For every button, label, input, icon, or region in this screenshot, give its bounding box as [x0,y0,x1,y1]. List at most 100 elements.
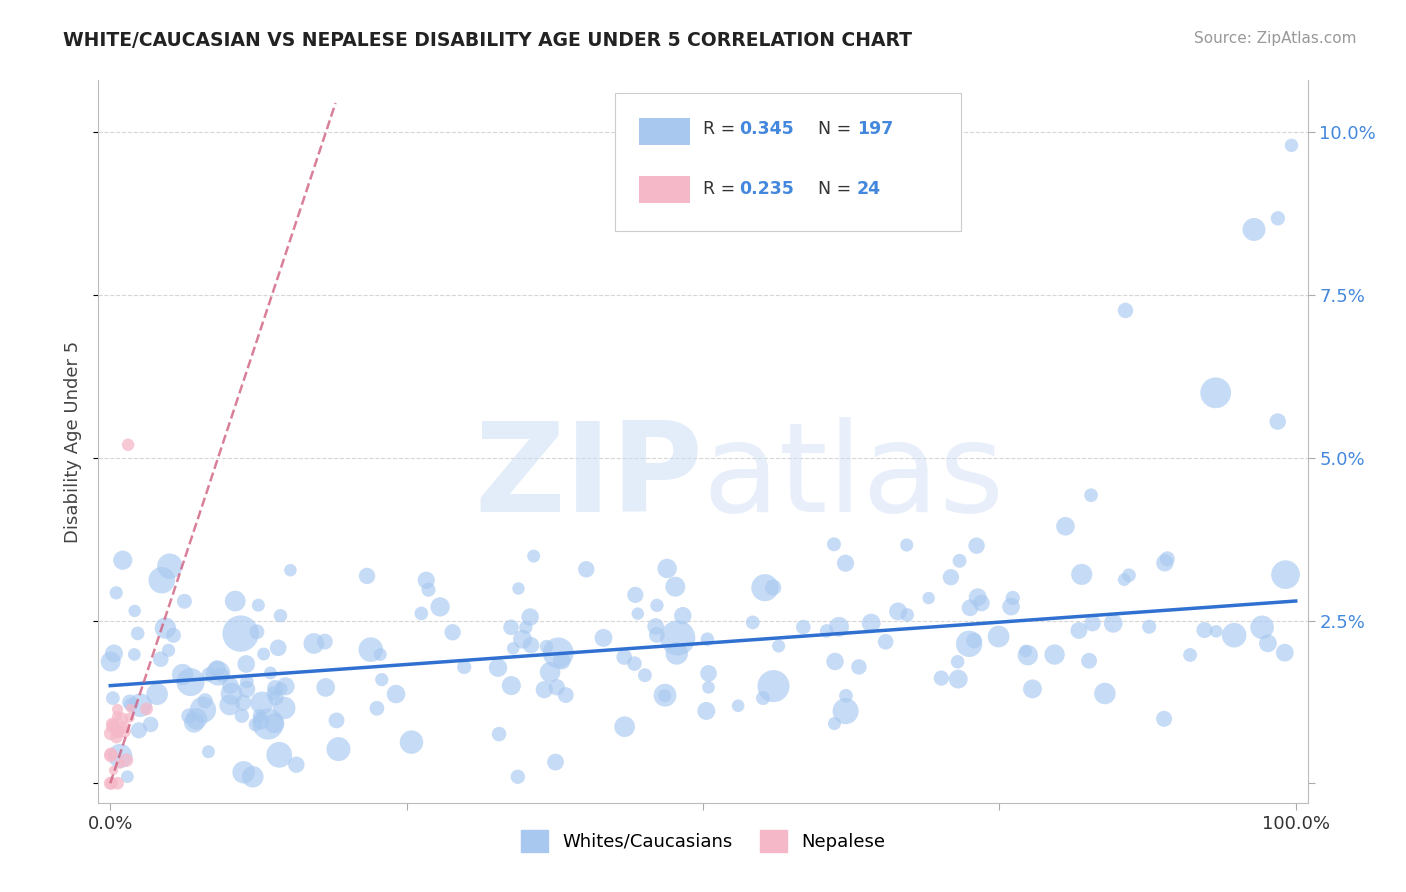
Point [1251,620,1274,634]
Point [100,747,122,761]
Y-axis label: Disability Age Under 5: Disability Age Under 5 [65,341,83,542]
Point [502,641,524,656]
Point [232,765,254,780]
Point [1223,628,1246,642]
Point [666,631,689,645]
Point [754,581,776,595]
Point [828,620,851,634]
Point [368,648,391,662]
Text: 0.235: 0.235 [740,179,794,198]
Text: atlas: atlas [703,417,1005,538]
Point [150,573,173,587]
Point [117,770,139,784]
Point [592,631,614,645]
Point [987,630,1010,644]
Point [453,660,475,674]
Point [1102,616,1125,631]
Point [245,717,267,731]
Point [931,671,953,685]
Point [366,701,388,715]
Point [727,698,749,713]
Point [948,672,970,686]
Point [250,696,273,710]
Point [546,680,568,694]
Point [221,687,243,701]
Point [247,598,270,612]
Point [523,549,546,563]
Point [207,666,229,681]
Point [512,632,534,647]
Point [101,717,124,731]
Point [118,695,141,709]
Point [247,708,270,723]
Point [183,715,205,730]
Point [1114,303,1136,318]
Point [515,620,537,634]
Point [835,689,858,703]
Point [1281,138,1303,153]
Point [1267,415,1289,429]
Point [695,704,717,718]
Point [127,626,149,640]
Point [197,745,219,759]
Point [328,742,350,756]
Point [1114,573,1136,587]
Point [371,673,394,687]
Point [672,608,695,623]
Point [792,620,814,634]
Point [966,539,988,553]
Point [654,688,676,702]
Point [815,624,838,638]
Point [108,756,131,771]
Point [157,643,180,657]
Point [1081,616,1104,631]
Point [267,640,290,655]
Point [110,712,132,726]
Point [1153,556,1175,570]
Point [285,757,308,772]
Point [544,755,567,769]
Point [1274,646,1296,660]
Point [264,681,287,695]
Point [823,716,845,731]
Point [506,770,529,784]
Point [1001,591,1024,605]
Point [551,654,574,668]
Point [325,714,347,728]
Point [963,633,986,648]
Point [356,569,378,583]
Point [155,621,177,635]
Point [415,573,437,587]
Point [1043,648,1066,662]
Point [105,586,128,600]
Point [111,553,134,567]
Point [948,554,970,568]
Point [139,717,162,731]
Point [231,708,253,723]
Text: ZIP: ZIP [474,417,703,538]
Point [768,639,790,653]
Point [970,596,993,610]
Text: R =: R = [703,120,741,138]
Point [875,634,897,648]
Point [1070,567,1092,582]
Point [1000,599,1022,614]
Point [896,607,918,622]
Point [108,749,131,764]
Point [101,720,124,734]
Point [1243,222,1265,236]
Point [235,657,257,671]
Point [1267,211,1289,226]
Point [100,776,122,790]
Point [219,679,242,693]
FancyBboxPatch shape [614,93,960,230]
Point [120,698,142,712]
Point [177,709,200,723]
Point [918,591,941,605]
Point [194,694,217,708]
Point [146,687,169,701]
Point [198,667,221,681]
Point [103,647,125,661]
Point [218,698,240,712]
Text: Source: ZipAtlas.com: Source: ZipAtlas.com [1194,31,1357,46]
